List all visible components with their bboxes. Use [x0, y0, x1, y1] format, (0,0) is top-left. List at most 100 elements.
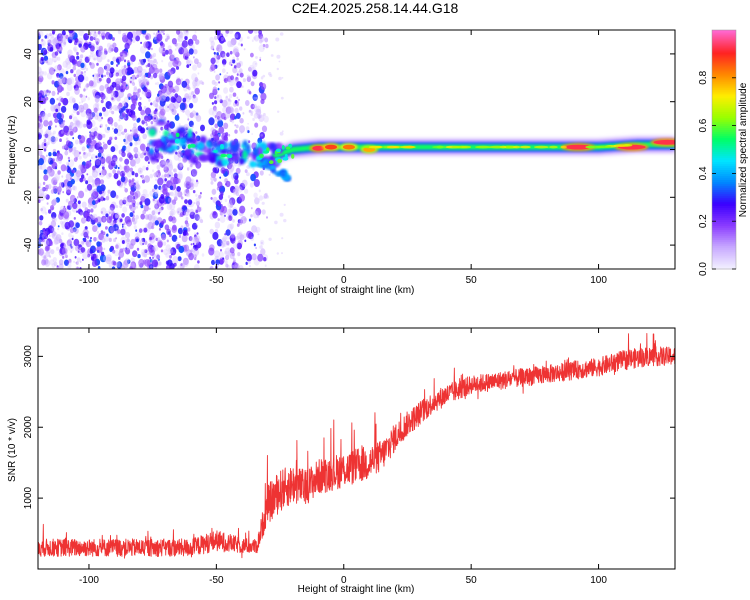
- speckle-dot: [106, 216, 112, 224]
- speckle-dot: [47, 183, 52, 190]
- speckle-dot: [150, 102, 153, 106]
- speckle-dot: [55, 234, 62, 242]
- speckle-dot: [59, 50, 62, 54]
- cluster-blob: [148, 128, 157, 137]
- cluster-hotspot: [277, 158, 283, 163]
- speckle-dot: [132, 217, 138, 225]
- speckle-dot: [105, 124, 108, 127]
- band-segment: [549, 145, 558, 149]
- speckle-dot: [192, 84, 196, 89]
- speckle-dot: [225, 95, 228, 99]
- speckle-dot: [114, 214, 118, 219]
- speckle-dot: [135, 35, 141, 42]
- speckle-dot: [255, 96, 259, 100]
- speckle-dot: [80, 45, 86, 53]
- speckle-dot: [142, 165, 147, 171]
- speckle-dot: [236, 62, 241, 69]
- speckle-dot: [73, 260, 76, 264]
- colorbar-step: [712, 217, 736, 220]
- speckle-dot: [93, 32, 98, 38]
- speckle-dot: [134, 182, 140, 190]
- speckle-dot: [98, 45, 103, 51]
- speckle-dot: [174, 196, 178, 201]
- speckle-dot: [73, 146, 77, 151]
- speckle-dot: [179, 214, 182, 218]
- speckle-dot: [79, 93, 83, 98]
- colorbar-step: [712, 179, 736, 182]
- speckle-dot: [143, 41, 149, 49]
- cluster-blob: [216, 139, 226, 146]
- speckle-dot: [230, 170, 233, 174]
- speckle-dot: [113, 128, 119, 134]
- speckle-dot: [213, 107, 218, 113]
- speckle-dot: [232, 78, 235, 82]
- speckle-dot: [96, 237, 99, 242]
- speckle-dot: [86, 183, 93, 191]
- speckle-dot: [73, 229, 76, 233]
- speckle-dot: [93, 237, 97, 242]
- speckle-dot: [105, 256, 112, 265]
- speckle-dot: [246, 36, 250, 39]
- colorbar-step: [712, 73, 736, 77]
- speckle-dot: [220, 36, 225, 42]
- speckle-dot: [193, 264, 200, 269]
- speckle-dot: [142, 252, 147, 258]
- speckle-dot: [154, 220, 159, 226]
- speckle-dot: [222, 236, 227, 242]
- speckle-dot: [44, 133, 49, 139]
- speckle-dot: [38, 165, 43, 170]
- speckle-dot: [143, 227, 148, 233]
- speckle-dot: [232, 236, 235, 239]
- colorbar-step: [712, 147, 736, 151]
- speckle-dot: [253, 96, 257, 100]
- speckle-dot: [196, 232, 199, 235]
- speckle-dot: [160, 233, 166, 241]
- speckle-dot: [57, 133, 60, 137]
- speckle-dot: [236, 57, 239, 61]
- speckle-dot: [119, 218, 123, 223]
- speckle-dot: [158, 227, 162, 231]
- speckle-dot: [73, 174, 80, 182]
- speckle-dot: [229, 59, 233, 64]
- speckle-dot: [144, 240, 148, 245]
- speckle-dot: [211, 102, 214, 105]
- speckle-dot: [75, 120, 80, 126]
- speckle-dot: [69, 260, 72, 264]
- speckle-dot: [216, 54, 221, 60]
- speckle-dot: [268, 72, 272, 76]
- speckle-dot: [219, 215, 226, 223]
- bottom-y-axis-label: SNR (10 * v/v): [7, 418, 18, 482]
- speckle-dot: [50, 34, 54, 39]
- speckle-dot: [161, 174, 164, 177]
- speckle-dot: [103, 48, 107, 52]
- speckle-dot: [76, 55, 80, 60]
- speckle-dot: [122, 50, 128, 58]
- speckle-dot: [55, 197, 60, 203]
- speckle-dot: [178, 123, 181, 126]
- speckle-dot: [61, 130, 64, 134]
- speckle-dot: [171, 38, 177, 45]
- speckle-dot: [184, 95, 191, 103]
- speckle-dot: [241, 179, 248, 187]
- speckle-dot: [72, 147, 76, 152]
- speckle-dot: [38, 143, 41, 149]
- speckle-dot: [51, 231, 58, 240]
- speckle-dot: [234, 162, 237, 167]
- speckle-dot: [91, 224, 94, 227]
- speckle-dot: [43, 169, 48, 175]
- speckle-dot: [196, 201, 200, 207]
- speckle-dot: [235, 124, 239, 129]
- speckle-dot: [75, 261, 78, 264]
- speckle-dot: [117, 90, 124, 99]
- speckle-dot: [225, 138, 229, 142]
- speckle-dot: [108, 237, 112, 242]
- speckle-dot: [164, 104, 171, 112]
- speckle-dot: [154, 253, 161, 261]
- speckle-dot: [235, 51, 240, 58]
- speckle-dot: [129, 112, 132, 115]
- speckle-dot: [52, 257, 57, 263]
- speckle-dot: [185, 222, 190, 228]
- speckle-dot: [106, 71, 109, 75]
- speckle-dot: [133, 122, 137, 128]
- speckle-dot: [120, 228, 126, 236]
